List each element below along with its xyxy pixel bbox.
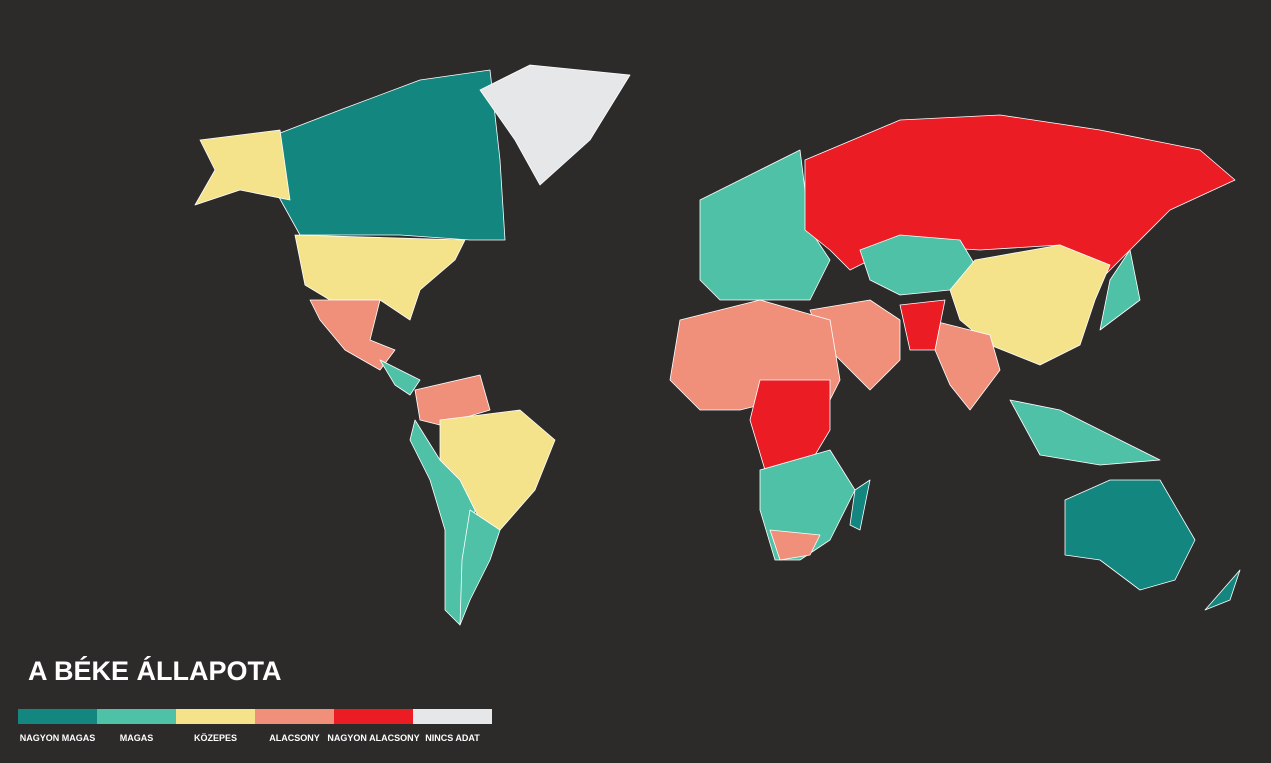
southeast-asia bbox=[1009, 399, 1161, 466]
legend-swatch bbox=[334, 709, 413, 724]
legend-label: ALACSONY bbox=[269, 733, 320, 743]
map-title: A BÉKE ÁLLAPOTA bbox=[28, 656, 282, 686]
legend-item: NAGYON ALACSONY bbox=[327, 709, 420, 743]
usa bbox=[294, 234, 466, 321]
legend: NAGYON MAGAS MAGAS KÖZEPES ALACSONY NAGYON A… bbox=[18, 709, 492, 743]
legend-swatch bbox=[97, 709, 176, 724]
legend-item: KÖZEPES bbox=[176, 709, 255, 743]
legend-swatch bbox=[18, 709, 97, 724]
legend-label: NAGYON ALACSONY bbox=[327, 733, 420, 743]
afghanistan-pakistan bbox=[899, 299, 946, 351]
legend-swatch bbox=[255, 709, 334, 724]
alaska bbox=[194, 129, 291, 206]
madagascar bbox=[849, 479, 871, 531]
central-america bbox=[379, 359, 421, 396]
legend-item: NINCS ADAT bbox=[413, 709, 492, 743]
legend-swatch bbox=[176, 709, 255, 724]
canada bbox=[274, 69, 506, 241]
europe bbox=[699, 149, 831, 301]
new-zealand bbox=[1204, 569, 1241, 611]
legend-label: NINCS ADAT bbox=[425, 733, 480, 743]
legend-label: NAGYON MAGAS bbox=[19, 733, 96, 743]
legend-label: KÖZEPES bbox=[193, 733, 237, 743]
legend-swatch bbox=[413, 709, 492, 724]
japan bbox=[1099, 249, 1141, 331]
mexico bbox=[309, 299, 396, 371]
legend-item: NAGYON MAGAS bbox=[18, 709, 97, 743]
argentina bbox=[459, 509, 501, 626]
legend-item: ALACSONY bbox=[255, 709, 334, 743]
greenland bbox=[479, 64, 631, 186]
australia bbox=[1064, 479, 1196, 591]
south-africa bbox=[769, 529, 821, 561]
legend-item: MAGAS bbox=[97, 709, 176, 743]
legend-label: MAGAS bbox=[119, 733, 154, 743]
